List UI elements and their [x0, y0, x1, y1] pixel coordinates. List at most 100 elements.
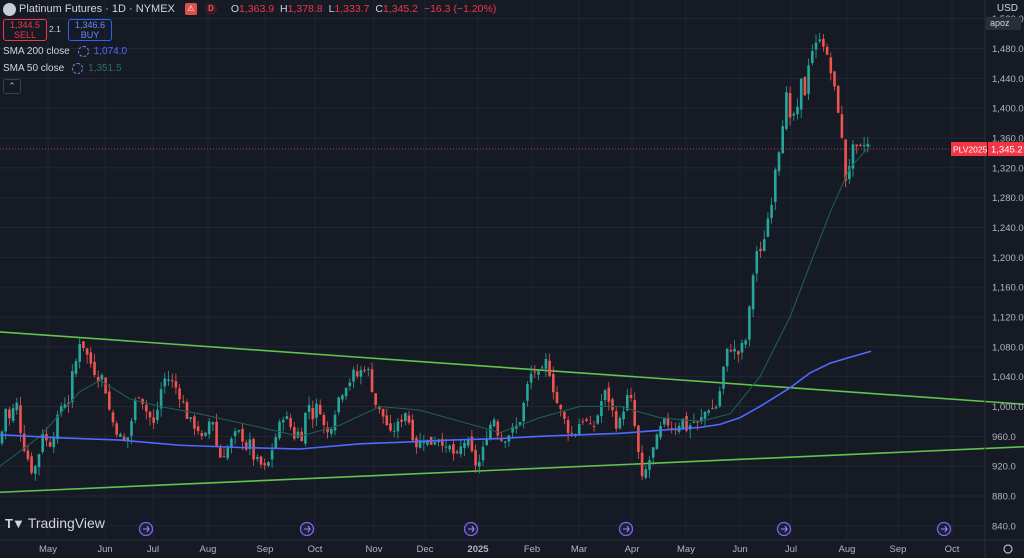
candle-body [455, 451, 459, 453]
candle-body [611, 399, 614, 411]
time-tick-label: Nov [366, 544, 383, 555]
price-tick-label: 1,080.0 [992, 342, 1024, 353]
interval-badge[interactable]: D [204, 3, 217, 15]
candle-body [85, 348, 89, 355]
candle-body [37, 454, 41, 468]
candle-body [633, 399, 636, 426]
candle-body [133, 399, 137, 421]
candle-body [8, 409, 11, 419]
buy-button[interactable]: 1,346.6 BUY [68, 19, 112, 41]
candle-body [137, 397, 141, 399]
candle-body [359, 370, 363, 377]
collapse-chevron-icon[interactable]: ⌃ [3, 79, 21, 94]
currency-label[interactable]: USD [996, 3, 1018, 14]
price-tick-label: 880.0 [992, 491, 1016, 502]
candle-body [729, 350, 733, 352]
candle-body [59, 406, 63, 413]
candle-body [163, 378, 167, 387]
candle-body [533, 371, 537, 373]
candle-body [404, 413, 407, 422]
candle-body [600, 401, 603, 417]
candle-body [592, 425, 596, 427]
candle-body [293, 427, 296, 439]
upper-trendline [0, 331, 1024, 406]
candle-body [145, 404, 148, 412]
candle-body [825, 46, 829, 55]
candle-body [185, 402, 189, 419]
candle-body [96, 377, 100, 382]
candle-body [566, 420, 570, 434]
candle-body [100, 374, 104, 380]
time-tick-label: Aug [839, 544, 856, 555]
sell-button[interactable]: 1,344.5 SELL [3, 19, 47, 41]
candle-body [714, 407, 718, 409]
candle-body [115, 423, 118, 435]
time-tick-label: May [677, 544, 695, 555]
candle-body [670, 428, 673, 430]
candle-body [278, 421, 281, 439]
candle-body [189, 417, 192, 419]
candle-body [555, 392, 559, 404]
candle-body [603, 390, 607, 401]
candle-body [607, 387, 611, 402]
price-tick-label: 1,400.0 [992, 104, 1024, 115]
candle-body [629, 394, 633, 399]
candle-body [415, 437, 418, 448]
candle-body [681, 418, 685, 428]
candle-body [466, 439, 470, 446]
candle-body [318, 404, 322, 415]
candle-body [207, 421, 211, 435]
candle-body [19, 405, 22, 434]
instrument-title[interactable]: Platinum Futures · 1D · NYMEX [19, 3, 175, 15]
candle-body [148, 411, 152, 418]
candle-body [381, 408, 385, 417]
candle-body [833, 71, 836, 87]
candle-body [740, 342, 744, 353]
candle-body [762, 239, 766, 252]
candle-body [219, 447, 222, 458]
candle-body [788, 92, 792, 118]
price-tick-label: 1,040.0 [992, 372, 1024, 383]
candle-body [30, 456, 33, 473]
candle-body [485, 439, 488, 446]
candle-body [448, 445, 451, 450]
candle-body [426, 439, 429, 445]
alert-icon[interactable]: ⚠ [184, 3, 197, 15]
candle-body [529, 373, 533, 383]
candle-body [433, 442, 437, 445]
candle-body [711, 408, 714, 410]
candle-body [11, 408, 15, 421]
candle-body [614, 411, 618, 429]
scale-mode-label[interactable]: apoz [986, 17, 1021, 30]
candle-body [444, 446, 448, 448]
indicator-sma50[interactable]: SMA 50 close 1,351.5 [3, 63, 122, 74]
candle-body [785, 92, 788, 129]
time-tick-label: Sep [890, 544, 907, 555]
candle-body [344, 388, 348, 397]
time-tick-label: Dec [417, 544, 434, 555]
settings-icon[interactable] [72, 63, 84, 74]
event-arrow-icon [623, 525, 630, 533]
candle-body [626, 394, 629, 411]
time-tick-label: Jul [785, 544, 797, 555]
time-tick-label: Apr [625, 544, 640, 555]
candle-body [93, 361, 96, 375]
candle-body [640, 452, 644, 477]
candle-body [803, 77, 807, 96]
candle-body [725, 348, 729, 367]
candle-body [174, 381, 178, 388]
candle-body [796, 106, 799, 115]
settings-icon[interactable] [77, 46, 89, 57]
indicator-sma200[interactable]: SMA 200 close 1,074.0 [3, 46, 128, 57]
candle-body [537, 371, 540, 375]
candle-body [407, 415, 411, 423]
candle-body [700, 417, 703, 422]
candle-body [374, 393, 377, 405]
candle-body [226, 447, 229, 459]
sma200-line [0, 350, 872, 450]
candle-body [296, 431, 300, 438]
candle-body [503, 441, 507, 443]
candle-body [385, 415, 389, 426]
candle-body [411, 419, 414, 441]
